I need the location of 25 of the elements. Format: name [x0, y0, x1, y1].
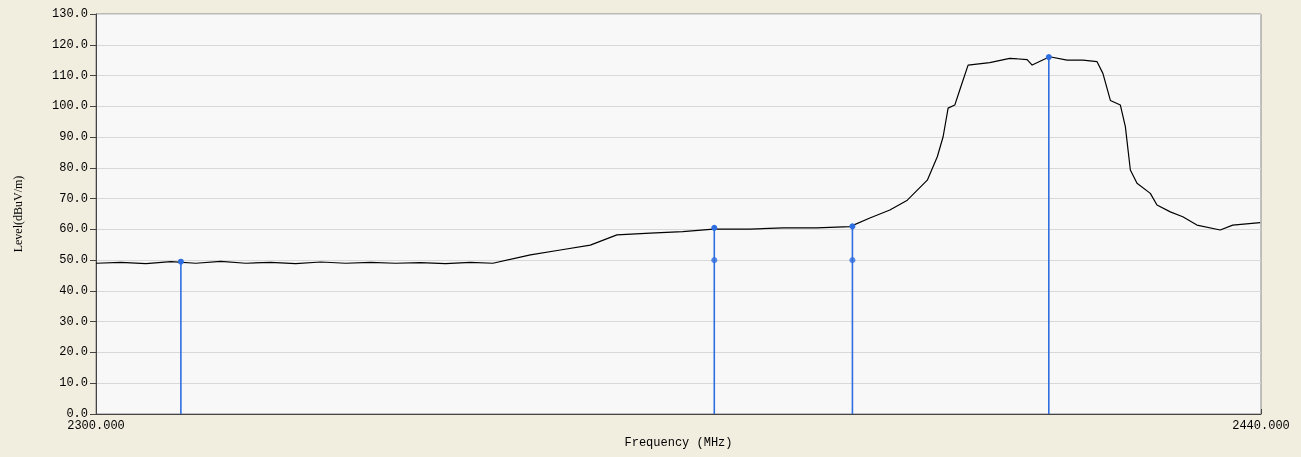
x-tick-label: 2440.000 — [1232, 419, 1290, 433]
point — [849, 257, 856, 264]
x-axis-title: Frequency (MHz) — [624, 435, 733, 450]
line-series — [95, 56, 1261, 265]
y-tick-label: 10.0 — [59, 376, 88, 391]
point — [1045, 54, 1052, 61]
y-tick-label: 50.0 — [59, 253, 88, 268]
y-tick-label: 0.0 — [66, 407, 88, 421]
y-tick-label: 100.0 — [51, 99, 88, 114]
y-tick-label: 130.0 — [51, 7, 88, 21]
y-tick-label: 40.0 — [59, 283, 88, 298]
point — [711, 257, 718, 264]
y-tick-label: 120.0 — [51, 37, 88, 52]
point — [177, 258, 184, 265]
y-tick-label: 20.0 — [59, 345, 88, 360]
y-tick-label: 80.0 — [59, 160, 88, 175]
point — [849, 223, 856, 230]
y-axis-title: Level(dBuV/m) — [11, 175, 25, 253]
point — [711, 224, 718, 231]
y-tick-label: 30.0 — [59, 314, 88, 329]
x-tick-label: 2300.000 — [67, 419, 125, 433]
y-tick-label: 70.0 — [59, 191, 88, 206]
y-tick-label: 60.0 — [59, 222, 88, 237]
y-tick-label: 110.0 — [51, 68, 88, 83]
y-tick-label: 90.0 — [59, 130, 88, 145]
